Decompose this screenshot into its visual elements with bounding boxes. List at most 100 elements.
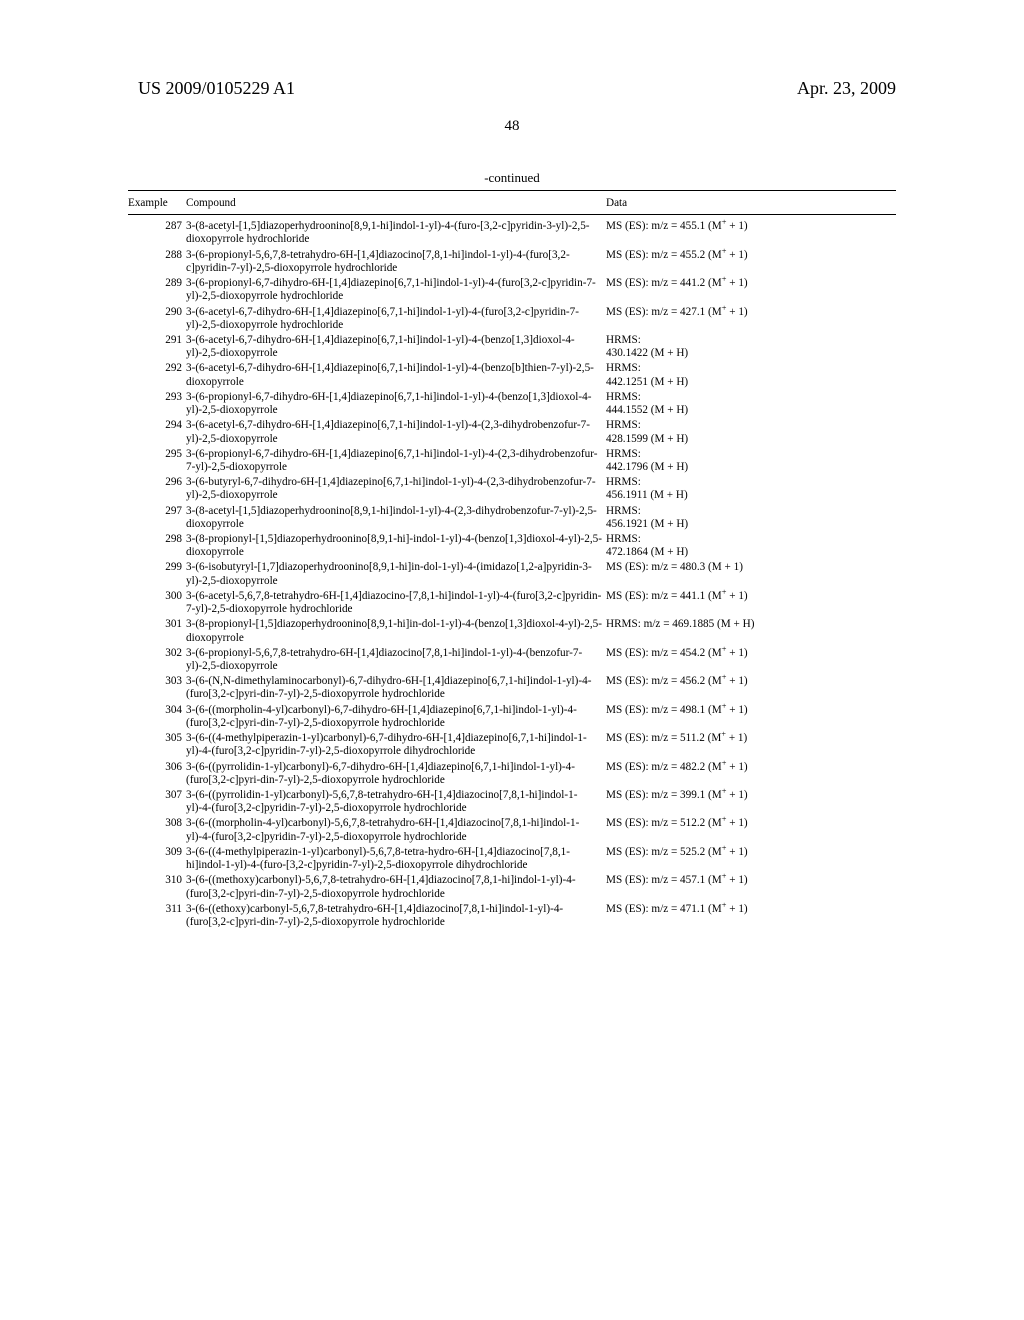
data-cell: MS (ES): m/z = 441.2 (M+ + 1) [606, 276, 896, 304]
compound-table: Example Compound Data 2873-(8-acetyl-[1,… [128, 195, 896, 930]
col-header-compound: Compound [186, 195, 606, 212]
table-row: 2993-(6-isobutyryl-[1,7]diazoperhydrooni… [128, 560, 896, 588]
example-cell: 297 [128, 504, 186, 532]
data-cell: HRMS:430.1422 (M + H) [606, 333, 896, 361]
table-row: 3103-(6-((methoxy)carbonyl)-5,6,7,8-tetr… [128, 873, 896, 901]
data-cell: MS (ES): m/z = 457.1 (M+ + 1) [606, 873, 896, 901]
table-row: 3063-(6-((pyrrolidin-1-yl)carbonyl)-6,7-… [128, 760, 896, 788]
example-cell: 300 [128, 589, 186, 617]
data-cell: HRMS:472.1864 (M + H) [606, 532, 896, 560]
continued-label: -continued [128, 170, 896, 186]
data-cell: MS (ES): m/z = 511.2 (M+ + 1) [606, 731, 896, 759]
data-cell: MS (ES): m/z = 471.1 (M+ + 1) [606, 902, 896, 930]
table-row: 2903-(6-acetyl-6,7-dihydro-6H-[1,4]diaze… [128, 305, 896, 333]
data-cell: MS (ES): m/z = 455.2 (M+ + 1) [606, 248, 896, 276]
table-row: 3013-(8-propionyl-[1,5]diazoperhydroonin… [128, 617, 896, 645]
table-row: 3053-(6-((4-methylpiperazin-1-yl)carbony… [128, 731, 896, 759]
example-cell: 305 [128, 731, 186, 759]
table-body: 2873-(8-acetyl-[1,5]diazoperhydroonino[8… [128, 219, 896, 930]
example-cell: 290 [128, 305, 186, 333]
data-cell: MS (ES): m/z = 456.2 (M+ + 1) [606, 674, 896, 702]
table-row: 3043-(6-((morpholin-4-yl)carbonyl)-6,7-d… [128, 703, 896, 731]
compound-cell: 3-(6-acetyl-6,7-dihydro-6H-[1,4]diazepin… [186, 418, 606, 446]
compound-cell: 3-(6-butyryl-6,7-dihydro-6H-[1,4]diazepi… [186, 475, 606, 503]
table-row: 3033-(6-(N,N-dimethylaminocarbonyl)-6,7-… [128, 674, 896, 702]
table-row: 3073-(6-((pyrrolidin-1-yl)carbonyl)-5,6,… [128, 788, 896, 816]
col-header-data: Data [606, 195, 896, 212]
data-cell: MS (ES): m/z = 525.2 (M+ + 1) [606, 845, 896, 873]
publication-number: US 2009/0105229 A1 [138, 78, 295, 99]
example-cell: 307 [128, 788, 186, 816]
data-cell: HRMS:428.1599 (M + H) [606, 418, 896, 446]
example-cell: 301 [128, 617, 186, 645]
data-cell: HRMS:444.1552 (M + H) [606, 390, 896, 418]
example-cell: 293 [128, 390, 186, 418]
data-cell: MS (ES): m/z = 480.3 (M + 1) [606, 560, 896, 588]
table-row: 3083-(6-((morpholin-4-yl)carbonyl)-5,6,7… [128, 816, 896, 844]
example-cell: 302 [128, 646, 186, 674]
compound-cell: 3-(6-acetyl-6,7-dihydro-6H-[1,4]diazepin… [186, 333, 606, 361]
table-row: 2923-(6-acetyl-6,7-dihydro-6H-[1,4]diaze… [128, 361, 896, 389]
table-row: 2953-(6-propionyl-6,7-dihydro-6H-[1,4]di… [128, 447, 896, 475]
table-rule-top [128, 190, 896, 191]
compound-cell: 3-(6-((4-methylpiperazin-1-yl)carbonyl)-… [186, 845, 606, 873]
data-cell: MS (ES): m/z = 498.1 (M+ + 1) [606, 703, 896, 731]
compound-cell: 3-(6-((pyrrolidin-1-yl)carbonyl)-5,6,7,8… [186, 788, 606, 816]
example-cell: 294 [128, 418, 186, 446]
data-cell: MS (ES): m/z = 399.1 (M+ + 1) [606, 788, 896, 816]
table-row: 3003-(6-acetyl-5,6,7,8-tetrahydro-6H-[1,… [128, 589, 896, 617]
compound-cell: 3-(8-acetyl-[1,5]diazoperhydroonino[8,9,… [186, 219, 606, 247]
compound-cell: 3-(6-((methoxy)carbonyl)-5,6,7,8-tetrahy… [186, 873, 606, 901]
example-cell: 296 [128, 475, 186, 503]
data-cell: MS (ES): m/z = 427.1 (M+ + 1) [606, 305, 896, 333]
example-cell: 292 [128, 361, 186, 389]
compound-cell: 3-(6-propionyl-6,7-dihydro-6H-[1,4]diaze… [186, 276, 606, 304]
example-cell: 310 [128, 873, 186, 901]
example-cell: 309 [128, 845, 186, 873]
data-cell: MS (ES): m/z = 512.2 (M+ + 1) [606, 816, 896, 844]
table-row: 3093-(6-((4-methylpiperazin-1-yl)carbony… [128, 845, 896, 873]
compound-cell: 3-(8-acetyl-[1,5]diazoperhydroonino[8,9,… [186, 504, 606, 532]
compound-cell: 3-(6-propionyl-6,7-dihydro-6H-[1,4]diaze… [186, 447, 606, 475]
example-cell: 306 [128, 760, 186, 788]
compound-cell: 3-(6-acetyl-5,6,7,8-tetrahydro-6H-[1,4]d… [186, 589, 606, 617]
publication-date: Apr. 23, 2009 [797, 78, 896, 99]
table-row: 2873-(8-acetyl-[1,5]diazoperhydroonino[8… [128, 219, 896, 247]
table-row: 2913-(6-acetyl-6,7-dihydro-6H-[1,4]diaze… [128, 333, 896, 361]
compound-cell: 3-(6-acetyl-6,7-dihydro-6H-[1,4]diazepin… [186, 305, 606, 333]
compound-cell: 3-(6-propionyl-5,6,7,8-tetrahydro-6H-[1,… [186, 646, 606, 674]
table-head: Example Compound Data [128, 195, 896, 212]
compound-cell: 3-(6-((ethoxy)carbonyl-5,6,7,8-tetrahydr… [186, 902, 606, 930]
page-header: US 2009/0105229 A1 Apr. 23, 2009 [0, 78, 1024, 99]
compound-cell: 3-(6-acetyl-6,7-dihydro-6H-[1,4]diazepin… [186, 361, 606, 389]
data-cell: MS (ES): m/z = 454.2 (M+ + 1) [606, 646, 896, 674]
table-row: 2963-(6-butyryl-6,7-dihydro-6H-[1,4]diaz… [128, 475, 896, 503]
table-row: 2883-(6-propionyl-5,6,7,8-tetrahydro-6H-… [128, 248, 896, 276]
example-cell: 288 [128, 248, 186, 276]
data-cell: HRMS:442.1251 (M + H) [606, 361, 896, 389]
compound-cell: 3-(6-((morpholin-4-yl)carbonyl)-5,6,7,8-… [186, 816, 606, 844]
table-row: 3113-(6-((ethoxy)carbonyl-5,6,7,8-tetrah… [128, 902, 896, 930]
example-cell: 311 [128, 902, 186, 930]
example-cell: 289 [128, 276, 186, 304]
example-cell: 291 [128, 333, 186, 361]
compound-cell: 3-(6-isobutyryl-[1,7]diazoperhydroonino[… [186, 560, 606, 588]
example-cell: 295 [128, 447, 186, 475]
data-cell: HRMS:456.1921 (M + H) [606, 504, 896, 532]
compound-cell: 3-(6-propionyl-6,7-dihydro-6H-[1,4]diaze… [186, 390, 606, 418]
page-number: 48 [0, 118, 1024, 135]
data-cell: HRMS:456.1911 (M + H) [606, 475, 896, 503]
table-row: 3023-(6-propionyl-5,6,7,8-tetrahydro-6H-… [128, 646, 896, 674]
table-row: 2983-(8-propionyl-[1,5]diazoperhydroonin… [128, 532, 896, 560]
page: US 2009/0105229 A1 Apr. 23, 2009 48 -con… [0, 0, 1024, 1320]
compound-cell: 3-(6-((pyrrolidin-1-yl)carbonyl)-6,7-dih… [186, 760, 606, 788]
example-cell: 299 [128, 560, 186, 588]
data-cell: HRMS:442.1796 (M + H) [606, 447, 896, 475]
compound-cell: 3-(6-(N,N-dimethylaminocarbonyl)-6,7-dih… [186, 674, 606, 702]
col-header-example: Example [128, 195, 186, 212]
table-row: 2933-(6-propionyl-6,7-dihydro-6H-[1,4]di… [128, 390, 896, 418]
table-header-row: Example Compound Data [128, 195, 896, 212]
example-cell: 304 [128, 703, 186, 731]
example-cell: 303 [128, 674, 186, 702]
example-cell: 308 [128, 816, 186, 844]
